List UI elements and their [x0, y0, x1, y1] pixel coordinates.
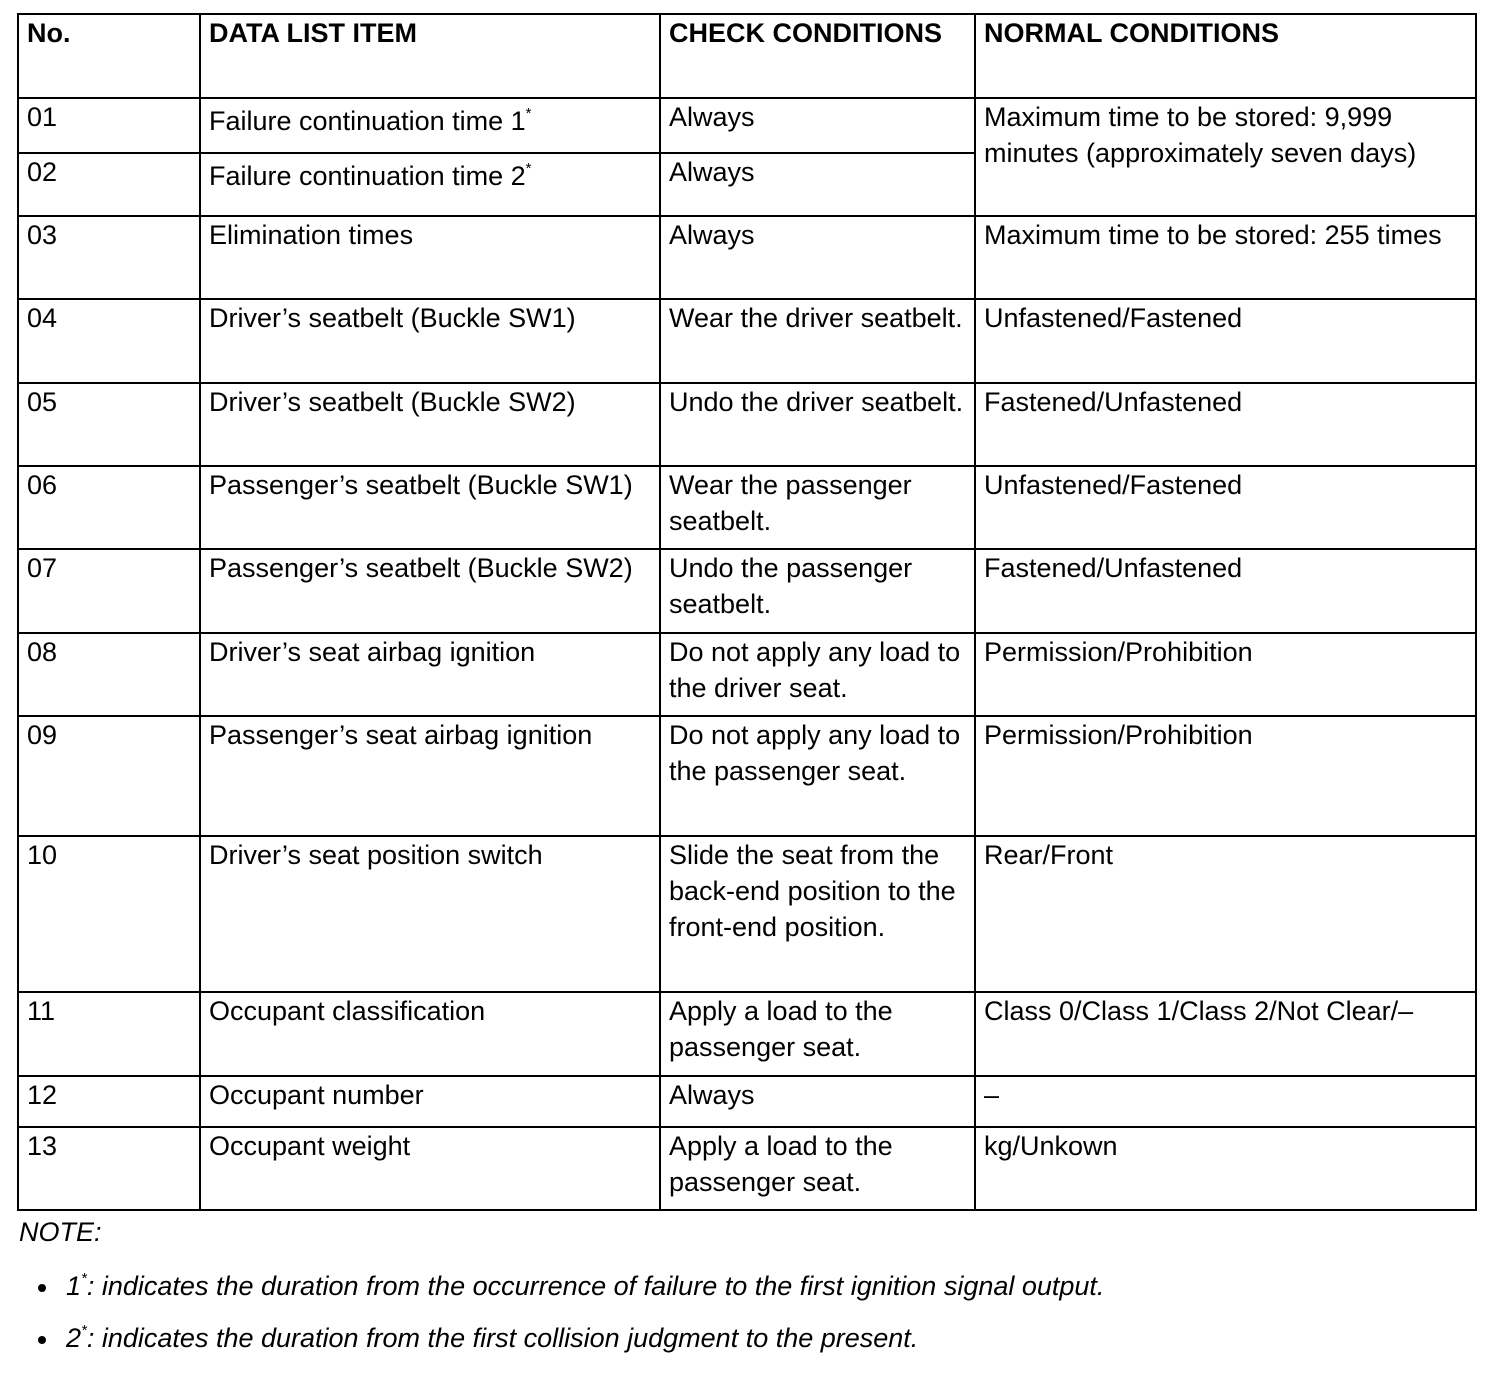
cell-item: Passenger’s seatbelt (Buckle SW1) — [199, 465, 661, 550]
cell-normal: Maximum time to be stored: 9,999 minutes… — [974, 97, 1477, 217]
cell-item: Failure continuation time 1* — [199, 97, 661, 154]
cell-check: Undo the driver seatbelt. — [659, 382, 976, 467]
cell-check: Do not apply any load to the passenger s… — [659, 715, 976, 837]
cell-no: 10 — [17, 835, 201, 993]
table-row: 05 Driver’s seatbelt (Buckle SW2) Undo the… — [17, 382, 1477, 467]
cell-check: Do not apply any load to the driver seat… — [659, 632, 976, 717]
note-item: 1*: indicates the duration from the occu… — [38, 1268, 1104, 1304]
cell-normal: Fastened/Unfastened — [974, 382, 1477, 467]
cell-check: Always — [659, 215, 976, 300]
cell-check: Always — [659, 97, 976, 154]
cell-normal: – — [974, 1075, 1477, 1128]
cell-item: Passenger’s seat airbag ignition — [199, 715, 661, 837]
item-text: Failure continuation time 2 — [209, 161, 526, 191]
cell-no: 02 — [17, 152, 201, 217]
note-title: NOTE: — [19, 1217, 102, 1247]
cell-normal: Class 0/Class 1/Class 2/Not Clear/– — [974, 991, 1477, 1077]
cell-normal: Fastened/Unfastened — [974, 548, 1477, 634]
cell-normal: Permission/Prohibition — [974, 715, 1477, 837]
note-item: 2*: indicates the duration from the firs… — [38, 1320, 918, 1356]
cell-no: 03 — [17, 215, 201, 300]
footnote-marker: * — [525, 160, 532, 177]
table-row: 12 Occupant number Always – — [17, 1075, 1477, 1128]
cell-no: 08 — [17, 632, 201, 717]
item-text: Failure continuation time 1 — [209, 106, 526, 136]
cell-item: Occupant number — [199, 1075, 661, 1128]
cell-check: Wear the driver seatbelt. — [659, 298, 976, 384]
table-row: 08 Driver’s seat airbag ignition Do not ap… — [17, 632, 1477, 717]
cell-item: Driver’s seatbelt (Buckle SW2) — [199, 382, 661, 467]
cell-no: 06 — [17, 465, 201, 550]
cell-check: Undo the passenger seatbelt. — [659, 548, 976, 634]
cell-item: Passenger’s seatbelt (Buckle SW2) — [199, 548, 661, 634]
cell-no: 13 — [17, 1126, 201, 1211]
cell-normal: kg/Unkown — [974, 1126, 1477, 1211]
cell-normal: Maximum time to be stored: 255 times — [974, 215, 1477, 300]
cell-item: Occupant weight — [199, 1126, 661, 1211]
cell-item: Driver’s seat position switch — [199, 835, 661, 993]
cell-normal: Permission/Prohibition — [974, 632, 1477, 717]
cell-normal: Rear/Front — [974, 835, 1477, 993]
cell-check: Always — [659, 152, 976, 217]
table-row: 03 Elimination times Always Maximum time to… — [17, 215, 1477, 300]
data-list-table: No. DATA LIST ITEM CHECK CONDITIONS NORM… — [17, 13, 1477, 1211]
cell-no: 07 — [17, 548, 201, 634]
cell-check: Apply a load to the passenger seat. — [659, 1126, 976, 1211]
table-row: 02 Failure continuation time 2* Always — [17, 152, 1476, 217]
header-item: DATA LIST ITEM — [199, 13, 661, 99]
cell-check: Always — [659, 1075, 976, 1128]
cell-item: Failure continuation time 2* — [199, 152, 661, 217]
header-no: No. — [17, 13, 201, 99]
cell-no: 04 — [17, 298, 201, 384]
table-row: 04 Driver’s seatbelt (Buckle SW1) Wear the… — [17, 298, 1477, 384]
cell-check: Apply a load to the passenger seat. — [659, 991, 976, 1077]
cell-check: Slide the seat from the back-end positio… — [659, 835, 976, 993]
cell-no: 09 — [17, 715, 201, 837]
table-row: 11 Occupant classification Apply a load to… — [17, 991, 1477, 1077]
cell-check: Wear the passenger seatbelt. — [659, 465, 976, 550]
table-row: 06 Passenger’s seatbelt (Buckle SW1) Wear … — [17, 465, 1477, 550]
table-row: 07 Passenger’s seatbelt (Buckle SW2) Undo … — [17, 548, 1477, 634]
table-row: 01 Failure continuation time 1* Always Maxi… — [17, 97, 1477, 217]
table-row: 10 Driver’s seat position switch Slide the… — [17, 835, 1477, 993]
bullet-icon — [38, 1335, 46, 1344]
cell-no: 11 — [17, 991, 201, 1077]
cell-no: 12 — [17, 1075, 201, 1128]
header-normal: NORMAL CONDITIONS — [974, 13, 1477, 99]
cell-item: Driver’s seatbelt (Buckle SW1) — [199, 298, 661, 384]
table-row: 09 Passenger’s seat airbag ignition Do not… — [17, 715, 1477, 837]
table-row: 13 Occupant weight Apply a load to the pas… — [17, 1126, 1477, 1211]
cell-normal: Unfastened/Fastened — [974, 298, 1477, 384]
cell-item: Driver’s seat airbag ignition — [199, 632, 661, 717]
header-check: CHECK CONDITIONS — [659, 13, 976, 99]
header-row: No. DATA LIST ITEM CHECK CONDITIONS NORM… — [17, 13, 1477, 99]
cell-item: Occupant classification — [199, 991, 661, 1077]
footnote-marker: * — [525, 105, 532, 122]
cell-no: 01 — [17, 97, 201, 154]
cell-item: Elimination times — [199, 215, 661, 300]
cell-no: 05 — [17, 382, 201, 467]
bullet-icon — [38, 1283, 46, 1292]
cell-normal: Unfastened/Fastened — [974, 465, 1477, 550]
